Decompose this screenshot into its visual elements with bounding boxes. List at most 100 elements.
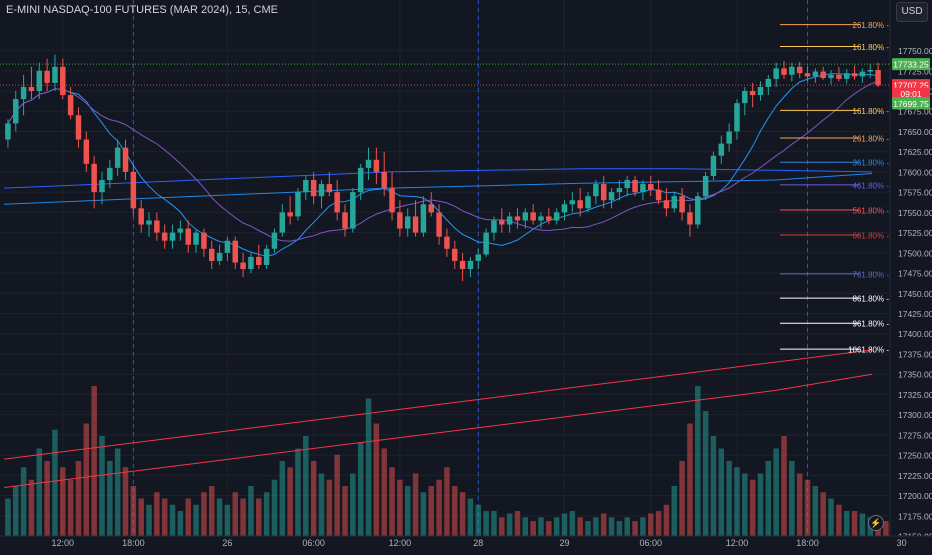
candle-body[interactable] bbox=[83, 139, 90, 164]
currency-button[interactable]: USD bbox=[896, 2, 928, 22]
candle-body[interactable] bbox=[444, 236, 450, 249]
candle-body[interactable] bbox=[820, 71, 826, 79]
candle-body[interactable] bbox=[240, 262, 246, 270]
candle-body[interactable] bbox=[483, 232, 489, 255]
candle-body[interactable] bbox=[781, 68, 787, 75]
candle-body[interactable] bbox=[177, 228, 184, 233]
candle-body[interactable] bbox=[232, 240, 239, 263]
candle-body[interactable] bbox=[404, 216, 411, 229]
candle-body[interactable] bbox=[310, 180, 317, 197]
candle-body[interactable] bbox=[216, 252, 223, 261]
candle-body[interactable] bbox=[514, 216, 521, 221]
candle-body[interactable] bbox=[279, 212, 286, 233]
candle-body[interactable] bbox=[365, 159, 372, 168]
candle-body[interactable] bbox=[326, 184, 333, 193]
candle-body[interactable] bbox=[875, 69, 881, 86]
candle-body[interactable] bbox=[734, 103, 740, 132]
candle-body[interactable] bbox=[679, 196, 685, 213]
candle-body[interactable] bbox=[773, 68, 779, 79]
candle-body[interactable] bbox=[169, 232, 176, 241]
candle-body[interactable] bbox=[67, 95, 74, 116]
candle-body[interactable] bbox=[836, 74, 842, 79]
candle-body[interactable] bbox=[99, 180, 105, 193]
candle-body[interactable] bbox=[428, 204, 434, 213]
candle-body[interactable] bbox=[334, 192, 340, 213]
candle-body[interactable] bbox=[522, 212, 529, 221]
candle-body[interactable] bbox=[742, 91, 748, 104]
candle-body[interactable] bbox=[295, 192, 301, 217]
candle-body[interactable] bbox=[577, 200, 583, 209]
candle-body[interactable] bbox=[256, 256, 262, 265]
candle-body[interactable] bbox=[357, 167, 364, 193]
candle-body[interactable] bbox=[616, 188, 623, 193]
candle-body[interactable] bbox=[804, 73, 811, 77]
candle-body[interactable] bbox=[389, 188, 395, 213]
candle-body[interactable] bbox=[506, 216, 513, 225]
candle-body[interactable] bbox=[412, 216, 419, 233]
candle-body[interactable] bbox=[436, 212, 442, 237]
candle-body[interactable] bbox=[271, 232, 278, 249]
candle-body[interactable] bbox=[757, 86, 764, 96]
candle-body[interactable] bbox=[702, 175, 709, 197]
candle-body[interactable] bbox=[859, 71, 866, 77]
candle-body[interactable] bbox=[593, 184, 599, 197]
candle-body[interactable] bbox=[381, 171, 387, 189]
candle-body[interactable] bbox=[287, 212, 293, 217]
candle-body[interactable] bbox=[263, 248, 270, 265]
candle-body[interactable] bbox=[20, 86, 27, 100]
candle-body[interactable] bbox=[726, 131, 732, 144]
candle-body[interactable] bbox=[663, 200, 670, 209]
candle-body[interactable] bbox=[569, 200, 576, 205]
candle-body[interactable] bbox=[373, 159, 380, 172]
candle-body[interactable] bbox=[538, 216, 544, 221]
candle-body[interactable] bbox=[475, 254, 482, 261]
candle-body[interactable] bbox=[201, 232, 207, 249]
candle-body[interactable] bbox=[671, 196, 678, 209]
candle-body[interactable] bbox=[718, 143, 725, 156]
candle-body[interactable] bbox=[600, 184, 607, 201]
candle-body[interactable] bbox=[695, 196, 701, 225]
candle-body[interactable] bbox=[5, 123, 11, 140]
candle-body[interactable] bbox=[640, 184, 646, 193]
candle-body[interactable] bbox=[130, 171, 137, 209]
candle-body[interactable] bbox=[812, 71, 819, 77]
candle-body[interactable] bbox=[122, 147, 129, 172]
candle-body[interactable] bbox=[60, 66, 66, 96]
candle-body[interactable] bbox=[459, 260, 466, 270]
candle-body[interactable] bbox=[452, 248, 458, 261]
candle-body[interactable] bbox=[499, 220, 505, 225]
candle-body[interactable] bbox=[318, 184, 325, 197]
candle-body[interactable] bbox=[553, 212, 560, 221]
candle-body[interactable] bbox=[154, 220, 160, 233]
candle-body[interactable] bbox=[765, 78, 772, 87]
candle-body[interactable] bbox=[796, 66, 803, 74]
candle-body[interactable] bbox=[146, 220, 152, 225]
candle-body[interactable] bbox=[467, 260, 474, 270]
lightning-icon[interactable]: ⚡ bbox=[868, 515, 884, 531]
candle-body[interactable] bbox=[828, 74, 834, 79]
candle-body[interactable] bbox=[224, 240, 231, 253]
candle-body[interactable] bbox=[867, 69, 873, 72]
candle-body[interactable] bbox=[91, 163, 97, 193]
candle-body[interactable] bbox=[44, 70, 50, 83]
candle-body[interactable] bbox=[342, 212, 348, 229]
candle-body[interactable] bbox=[624, 180, 630, 189]
candle-body[interactable] bbox=[851, 73, 858, 77]
candle-body[interactable] bbox=[52, 66, 58, 83]
candle-body[interactable] bbox=[13, 99, 19, 124]
candle-body[interactable] bbox=[491, 220, 497, 233]
candle-body[interactable] bbox=[843, 73, 850, 79]
candle-body[interactable] bbox=[185, 228, 191, 245]
candle-body[interactable] bbox=[710, 155, 717, 176]
candle-body[interactable] bbox=[647, 184, 654, 190]
candle-body[interactable] bbox=[789, 66, 795, 75]
candle-body[interactable] bbox=[350, 192, 356, 229]
candle-body[interactable] bbox=[749, 91, 756, 96]
candle-body[interactable] bbox=[608, 192, 615, 201]
candle-body[interactable] bbox=[75, 115, 82, 140]
candle-body[interactable] bbox=[208, 248, 215, 261]
candle-body[interactable] bbox=[303, 180, 309, 193]
candle-body[interactable] bbox=[655, 189, 662, 201]
